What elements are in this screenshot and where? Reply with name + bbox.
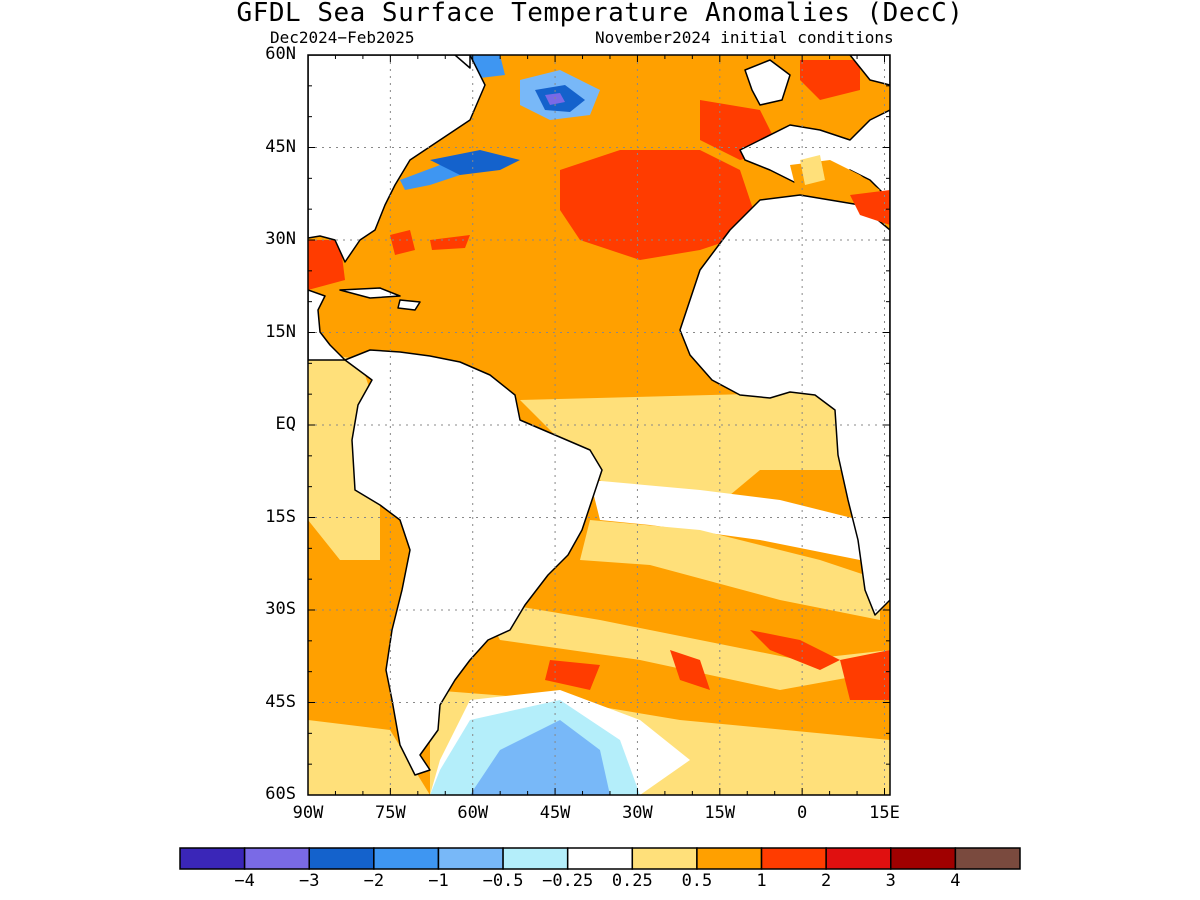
anomaly-region-strong — [390, 230, 415, 255]
anomaly-region-strong — [670, 650, 710, 690]
colorbar-label: 1 — [756, 871, 767, 891]
gridlines — [308, 55, 890, 795]
anomaly-region-weak — [580, 520, 880, 620]
british-isles — [744, 59, 791, 106]
colorbar-label: 0.5 — [681, 871, 713, 891]
colorbar-swatch — [437, 847, 504, 870]
anomaly-region-weak — [800, 155, 825, 185]
longitude-label: 30W — [622, 803, 653, 823]
colorbar-swatch — [373, 847, 440, 870]
longitude-label: 45W — [539, 803, 571, 823]
anomaly-region-weak — [700, 750, 890, 795]
longitude-label: 90W — [292, 803, 324, 823]
colorbar-swatch — [631, 847, 698, 870]
colorbar-label: −0.25 — [542, 871, 594, 891]
north-america — [308, 55, 486, 263]
initial-conditions: November2024 initial conditions — [595, 28, 894, 47]
axis-ticks — [307, 54, 890, 796]
latitude-label: 15S — [265, 506, 296, 527]
colorbar-label: −3 — [298, 871, 320, 891]
anomaly-region-strong — [800, 60, 860, 100]
colorbar-swatch — [760, 847, 827, 870]
colorbar-label: 0.25 — [611, 871, 653, 891]
longitude-label: 60W — [457, 803, 489, 823]
colorbar-swatch — [243, 847, 310, 870]
longitude-label: 15E — [869, 803, 900, 823]
anomaly-region-strong — [430, 235, 470, 250]
latitude-label: 30N — [265, 229, 296, 249]
colorbar-label: 3 — [885, 871, 896, 891]
anomaly-region-cold — [430, 150, 520, 175]
anomaly-region-strong — [850, 190, 890, 225]
latitude-label: 60N — [265, 44, 296, 64]
europe — [739, 109, 890, 201]
colorbar-swatch — [825, 847, 892, 870]
longitude-label: 15W — [704, 803, 736, 823]
map-title: GFDL Sea Surface Temperature Anomalies (… — [236, 0, 964, 28]
colorbar-label: −4 — [234, 871, 255, 891]
latitude-label: 30S — [265, 599, 296, 619]
cuba — [339, 287, 401, 299]
latitude-label: 45S — [265, 691, 296, 712]
colorbar-label: −1 — [428, 871, 449, 891]
anomaly-region-neutral — [590, 480, 860, 560]
colorbar-swatch — [502, 847, 569, 870]
greenland-edge — [454, 55, 471, 69]
colorbar-swatch — [179, 847, 246, 870]
colorbar — [179, 847, 1021, 870]
colorbar-swatch — [954, 847, 1021, 870]
latitude-label: 15N — [265, 321, 296, 342]
colorbar-label: −0.5 — [482, 871, 524, 891]
anomaly-region-strong — [840, 650, 890, 700]
anomaly-region-weak — [308, 720, 430, 795]
colorbar-swatch — [566, 847, 634, 870]
colorbar-label: 4 — [950, 871, 961, 891]
anomaly-region-cool — [470, 720, 610, 795]
anomaly-region-strong — [750, 630, 840, 670]
colorbar-label: 2 — [821, 871, 832, 891]
longitude-label: 0 — [797, 803, 808, 823]
anomaly-region-strong — [308, 240, 345, 290]
colorbar-swatch — [890, 847, 957, 870]
south-america — [344, 349, 603, 776]
land — [308, 55, 890, 776]
latitude-label: 45N — [265, 136, 296, 157]
anomaly-region-strong — [545, 660, 600, 690]
latitude-label: EQ — [275, 414, 296, 434]
anomaly-region-strong — [560, 150, 760, 260]
colorbar-swatch — [308, 847, 375, 870]
forecast-season: Dec2024−Feb2025 — [270, 28, 415, 47]
colorbar-swatch — [696, 847, 763, 870]
longitude-label: 75W — [374, 803, 406, 823]
hispaniola — [397, 299, 421, 311]
anomaly-region-weak — [480, 600, 890, 690]
scandinavia — [849, 55, 890, 86]
latitude-label: 60S — [265, 784, 296, 804]
colorbar-label: −2 — [363, 871, 385, 891]
central-america — [308, 289, 346, 361]
map-field — [308, 55, 890, 795]
